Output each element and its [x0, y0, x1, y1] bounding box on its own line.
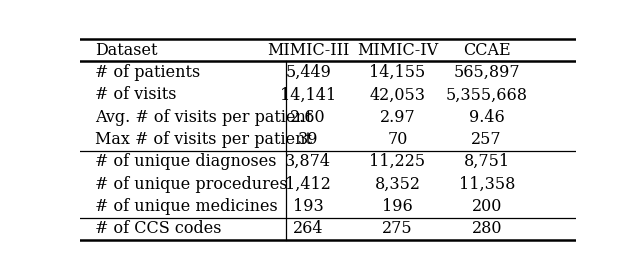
Text: 280: 280 [472, 220, 502, 237]
Text: MIMIC-III: MIMIC-III [267, 42, 349, 59]
Text: # of CCS codes: # of CCS codes [95, 220, 221, 237]
Text: 200: 200 [472, 198, 502, 215]
Text: 14,155: 14,155 [369, 64, 426, 81]
Text: 8,751: 8,751 [463, 153, 510, 170]
Text: 257: 257 [472, 131, 502, 148]
Text: 11,225: 11,225 [369, 153, 426, 170]
Text: 5,355,668: 5,355,668 [445, 86, 528, 103]
Text: 196: 196 [382, 198, 413, 215]
Text: 264: 264 [293, 220, 323, 237]
Text: 2.60: 2.60 [291, 109, 326, 126]
Text: 193: 193 [292, 198, 324, 215]
Text: 14,141: 14,141 [280, 86, 336, 103]
Text: MIMIC-IV: MIMIC-IV [357, 42, 438, 59]
Text: # of unique medicines: # of unique medicines [95, 198, 278, 215]
Text: # of visits: # of visits [95, 86, 177, 103]
Text: 11,358: 11,358 [458, 176, 515, 192]
Text: 39: 39 [298, 131, 319, 148]
Text: 565,897: 565,897 [453, 64, 520, 81]
Text: Max # of visits per patient: Max # of visits per patient [95, 131, 312, 148]
Text: 42,053: 42,053 [369, 86, 426, 103]
Text: 70: 70 [387, 131, 408, 148]
Text: Avg. # of visits per patient: Avg. # of visits per patient [95, 109, 312, 126]
Text: 275: 275 [382, 220, 413, 237]
Text: 5,449: 5,449 [285, 64, 331, 81]
Text: # of unique diagnoses: # of unique diagnoses [95, 153, 276, 170]
Text: CCAE: CCAE [463, 42, 511, 59]
Text: 1,412: 1,412 [285, 176, 331, 192]
Text: # of unique procedures: # of unique procedures [95, 176, 287, 192]
Text: 8,352: 8,352 [374, 176, 420, 192]
Text: 2.97: 2.97 [380, 109, 415, 126]
Text: 3,874: 3,874 [285, 153, 331, 170]
Text: # of patients: # of patients [95, 64, 200, 81]
Text: 9.46: 9.46 [469, 109, 504, 126]
Text: Dataset: Dataset [95, 42, 157, 59]
